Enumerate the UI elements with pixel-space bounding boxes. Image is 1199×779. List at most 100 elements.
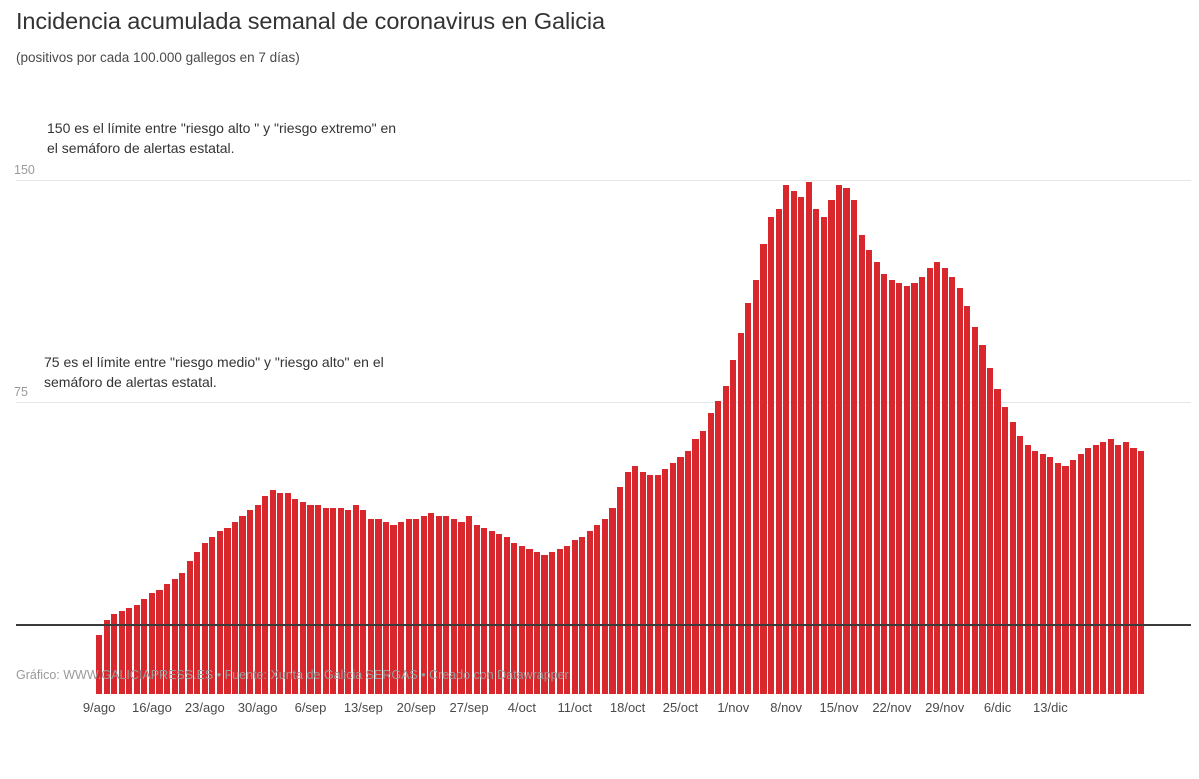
- bar[interactable]: [715, 400, 722, 694]
- bar[interactable]: [1062, 466, 1069, 694]
- bar[interactable]: [481, 528, 488, 694]
- bar[interactable]: [337, 507, 344, 694]
- bar[interactable]: [700, 430, 707, 694]
- bar[interactable]: [277, 492, 284, 694]
- bar[interactable]: [239, 516, 246, 694]
- bar[interactable]: [949, 276, 956, 694]
- bar[interactable]: [488, 531, 495, 694]
- bar[interactable]: [503, 537, 510, 694]
- bar[interactable]: [843, 187, 850, 694]
- bar[interactable]: [594, 525, 601, 694]
- bar[interactable]: [511, 543, 518, 694]
- bar[interactable]: [624, 472, 631, 694]
- bar[interactable]: [96, 634, 103, 694]
- bar[interactable]: [1047, 457, 1054, 694]
- bar[interactable]: [571, 540, 578, 694]
- bar[interactable]: [352, 504, 359, 694]
- bar[interactable]: [564, 546, 571, 694]
- bar[interactable]: [813, 208, 820, 694]
- bar[interactable]: [692, 439, 699, 694]
- bar[interactable]: [647, 474, 654, 694]
- bar[interactable]: [609, 507, 616, 694]
- bar[interactable]: [382, 522, 390, 694]
- bar[interactable]: [820, 217, 827, 694]
- bar[interactable]: [413, 519, 420, 694]
- bar[interactable]: [262, 495, 269, 694]
- bar[interactable]: [828, 199, 835, 694]
- bar[interactable]: [231, 522, 239, 694]
- bar[interactable]: [1009, 421, 1016, 694]
- bar[interactable]: [858, 235, 865, 694]
- bar[interactable]: [722, 386, 729, 694]
- bar[interactable]: [926, 267, 933, 694]
- bar[interactable]: [1085, 448, 1092, 694]
- bar[interactable]: [292, 498, 299, 694]
- bar[interactable]: [994, 389, 1001, 694]
- bar[interactable]: [1100, 442, 1107, 694]
- bar[interactable]: [662, 469, 669, 694]
- bar[interactable]: [450, 519, 458, 694]
- bar[interactable]: [269, 489, 276, 694]
- bar[interactable]: [964, 306, 971, 694]
- bar[interactable]: [911, 282, 918, 694]
- bar[interactable]: [1032, 451, 1039, 694]
- bar[interactable]: [616, 486, 624, 694]
- bar[interactable]: [896, 282, 903, 694]
- bar[interactable]: [1017, 436, 1024, 694]
- bar[interactable]: [737, 332, 744, 694]
- bar[interactable]: [126, 608, 133, 694]
- bar[interactable]: [148, 593, 156, 694]
- bar[interactable]: [1054, 463, 1062, 694]
- bar[interactable]: [677, 457, 684, 694]
- bar[interactable]: [881, 273, 888, 694]
- bar[interactable]: [775, 208, 782, 694]
- bar[interactable]: [866, 250, 873, 694]
- bar[interactable]: [254, 504, 261, 694]
- bar[interactable]: [118, 611, 125, 694]
- bar[interactable]: [435, 516, 442, 694]
- bar[interactable]: [767, 217, 775, 694]
- bar[interactable]: [398, 522, 405, 694]
- bar[interactable]: [171, 578, 178, 694]
- bar[interactable]: [805, 181, 812, 694]
- bar[interactable]: [798, 196, 805, 694]
- bar[interactable]: [405, 519, 412, 694]
- bar[interactable]: [835, 184, 843, 694]
- bar[interactable]: [549, 551, 556, 694]
- bar[interactable]: [707, 412, 714, 694]
- bar[interactable]: [783, 184, 790, 694]
- bar[interactable]: [873, 261, 880, 694]
- bar[interactable]: [201, 543, 208, 694]
- bar[interactable]: [458, 522, 465, 694]
- bar[interactable]: [420, 516, 427, 694]
- bar[interactable]: [179, 572, 186, 694]
- bar[interactable]: [526, 548, 533, 694]
- bar[interactable]: [322, 507, 329, 694]
- bar[interactable]: [752, 279, 760, 694]
- bar[interactable]: [941, 267, 948, 694]
- bar[interactable]: [533, 551, 541, 694]
- bar[interactable]: [375, 519, 382, 694]
- bar[interactable]: [299, 501, 307, 694]
- bar[interactable]: [284, 492, 291, 694]
- bar[interactable]: [745, 303, 752, 694]
- bar[interactable]: [986, 368, 994, 694]
- bar[interactable]: [473, 525, 480, 694]
- bar[interactable]: [903, 285, 911, 694]
- bar[interactable]: [1107, 439, 1114, 694]
- bar[interactable]: [518, 546, 525, 694]
- bar[interactable]: [194, 551, 201, 694]
- bar[interactable]: [918, 276, 926, 694]
- bar[interactable]: [888, 279, 895, 694]
- bar[interactable]: [163, 584, 171, 694]
- bar[interactable]: [133, 605, 140, 694]
- bar[interactable]: [851, 199, 858, 694]
- bar[interactable]: [428, 513, 435, 694]
- bar[interactable]: [1077, 454, 1084, 694]
- bar[interactable]: [216, 531, 223, 694]
- bar[interactable]: [632, 466, 639, 694]
- bar[interactable]: [141, 599, 148, 694]
- bar[interactable]: [1130, 448, 1137, 694]
- bar[interactable]: [307, 504, 314, 694]
- bar[interactable]: [156, 590, 163, 694]
